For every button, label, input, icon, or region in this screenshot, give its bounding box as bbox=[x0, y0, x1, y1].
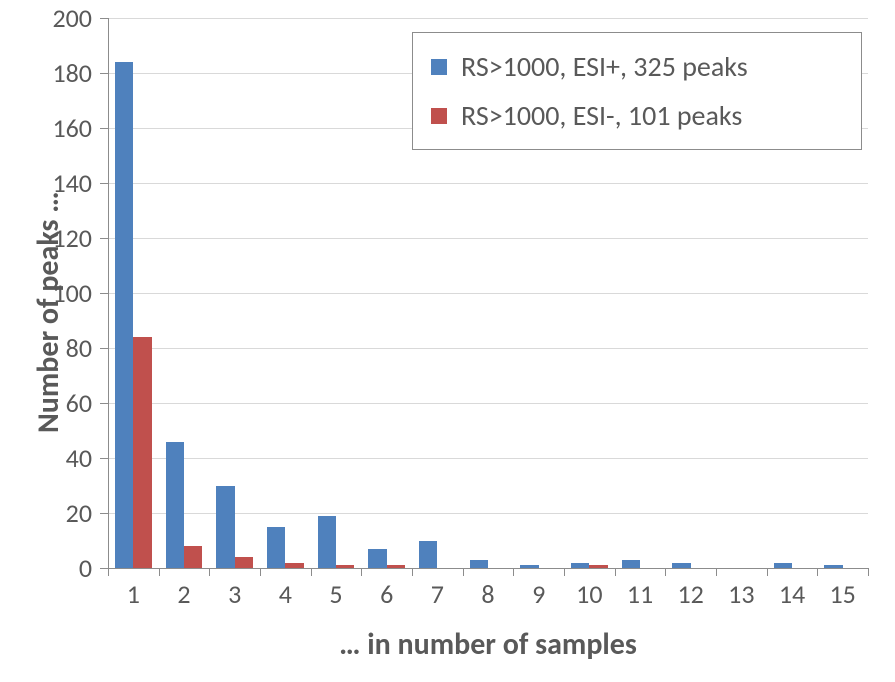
bar bbox=[115, 62, 133, 568]
x-tick bbox=[564, 568, 565, 576]
y-tick bbox=[100, 18, 108, 19]
x-tick bbox=[412, 568, 413, 576]
y-tick bbox=[100, 458, 108, 459]
x-tick-label: 12 bbox=[677, 578, 703, 610]
gridline bbox=[108, 238, 868, 239]
x-tick-label: 2 bbox=[177, 578, 190, 610]
y-tick bbox=[100, 348, 108, 349]
legend-swatch bbox=[431, 59, 447, 75]
y-tick bbox=[100, 73, 108, 74]
x-tick bbox=[513, 568, 514, 576]
y-tick-label: 140 bbox=[0, 167, 92, 199]
bar bbox=[235, 557, 253, 568]
gridline bbox=[108, 18, 868, 19]
y-tick bbox=[100, 568, 108, 569]
x-tick bbox=[665, 568, 666, 576]
x-tick-label: 10 bbox=[576, 578, 602, 610]
bar bbox=[470, 560, 488, 568]
x-tick-label: 14 bbox=[779, 578, 805, 610]
x-tick bbox=[361, 568, 362, 576]
y-tick-label: 180 bbox=[0, 57, 92, 89]
y-tick bbox=[100, 293, 108, 294]
x-axis-title: … in number of samples bbox=[339, 626, 637, 663]
gridline bbox=[108, 183, 868, 184]
y-tick-label: 0 bbox=[0, 552, 92, 584]
y-tick bbox=[100, 128, 108, 129]
y-axis-line bbox=[108, 18, 109, 568]
gridline bbox=[108, 293, 868, 294]
bar bbox=[184, 546, 202, 568]
gridline bbox=[108, 403, 868, 404]
x-tick-label: 4 bbox=[279, 578, 292, 610]
x-tick bbox=[209, 568, 210, 576]
x-tick-label: 6 bbox=[380, 578, 393, 610]
bar bbox=[368, 549, 386, 568]
bar bbox=[267, 527, 285, 568]
x-tick-label: 1 bbox=[127, 578, 140, 610]
x-tick-label: 15 bbox=[829, 578, 855, 610]
peaks-chart: Number of peaks … … in number of samples… bbox=[0, 0, 895, 682]
x-tick-label: 13 bbox=[728, 578, 754, 610]
x-tick bbox=[108, 568, 109, 576]
legend-label: RS>1000, ESI+, 325 peaks bbox=[461, 49, 748, 84]
x-tick bbox=[463, 568, 464, 576]
bar bbox=[166, 442, 184, 569]
x-tick-label: 8 bbox=[481, 578, 494, 610]
y-tick bbox=[100, 238, 108, 239]
y-tick-label: 100 bbox=[0, 277, 92, 309]
bar bbox=[133, 337, 151, 568]
x-tick bbox=[817, 568, 818, 576]
bar bbox=[419, 541, 437, 569]
y-tick-label: 120 bbox=[0, 222, 92, 254]
y-tick-label: 160 bbox=[0, 112, 92, 144]
x-tick-label: 11 bbox=[627, 578, 653, 610]
y-tick-label: 40 bbox=[0, 442, 92, 474]
legend-swatch bbox=[431, 108, 447, 124]
x-tick bbox=[767, 568, 768, 576]
legend-label: RS>1000, ESI-, 101 peaks bbox=[461, 98, 742, 133]
x-tick bbox=[260, 568, 261, 576]
x-tick bbox=[868, 568, 869, 576]
y-tick bbox=[100, 403, 108, 404]
x-tick-label: 9 bbox=[532, 578, 545, 610]
legend-item: RS>1000, ESI-, 101 peaks bbox=[431, 98, 843, 133]
x-tick bbox=[615, 568, 616, 576]
x-tick-label: 7 bbox=[431, 578, 444, 610]
legend-item: RS>1000, ESI+, 325 peaks bbox=[431, 49, 843, 84]
y-tick-label: 60 bbox=[0, 387, 92, 419]
y-tick-label: 20 bbox=[0, 497, 92, 529]
gridline bbox=[108, 348, 868, 349]
x-axis-line bbox=[108, 568, 868, 569]
y-tick bbox=[100, 183, 108, 184]
x-tick bbox=[716, 568, 717, 576]
y-tick-label: 80 bbox=[0, 332, 92, 364]
y-tick bbox=[100, 513, 108, 514]
x-tick-label: 3 bbox=[228, 578, 241, 610]
bar bbox=[318, 516, 336, 568]
x-tick bbox=[159, 568, 160, 576]
bar bbox=[622, 560, 640, 568]
x-tick-label: 5 bbox=[329, 578, 342, 610]
x-tick bbox=[311, 568, 312, 576]
y-tick-label: 200 bbox=[0, 2, 92, 34]
bar bbox=[216, 486, 234, 569]
gridline bbox=[108, 458, 868, 459]
legend: RS>1000, ESI+, 325 peaks RS>1000, ESI-, 1… bbox=[412, 32, 862, 150]
